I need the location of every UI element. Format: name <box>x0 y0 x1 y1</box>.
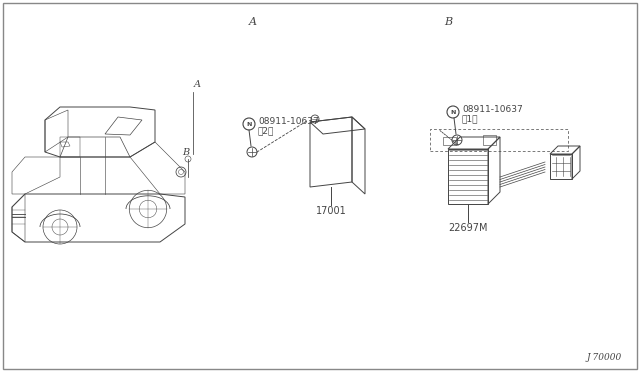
Text: 08911-10637: 08911-10637 <box>258 116 319 125</box>
Text: J 70000: J 70000 <box>587 353 622 362</box>
Text: N: N <box>246 122 252 126</box>
Text: A: A <box>194 80 201 89</box>
Text: N: N <box>451 109 456 115</box>
Text: 17001: 17001 <box>316 206 346 216</box>
Text: （2）: （2） <box>258 126 275 135</box>
Text: B: B <box>182 148 189 157</box>
Text: 22697M: 22697M <box>448 223 488 233</box>
Text: B: B <box>444 17 452 27</box>
Text: （1）: （1） <box>462 115 479 124</box>
Text: 08911-10637: 08911-10637 <box>462 105 523 113</box>
Text: A: A <box>249 17 257 27</box>
